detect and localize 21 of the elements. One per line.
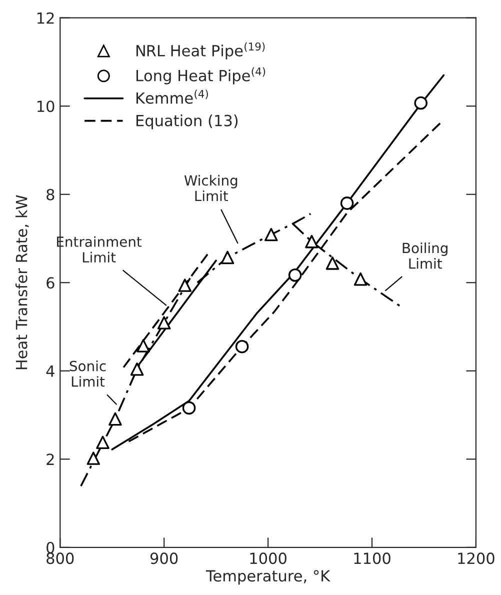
y-tick-label: 4 [46,366,54,377]
y-tick-label: 10 [37,100,54,112]
y-tick-label: 2 [46,454,54,465]
legend-label: Long Heat Pipe$^{(4)}$ [136,67,266,84]
x-tick-label: 800 [46,552,74,564]
x-tick-label: 1200 [458,552,494,564]
y-tick-label: 8 [46,188,54,200]
legend-label: Equation (13) [136,114,238,130]
x-tick-label: 1000 [250,552,286,564]
legend-label: Kemme$^{(4)}$ [136,90,208,104]
x-axis-title: Temperature, °K [206,570,330,585]
x-tick-label: 1100 [354,552,390,564]
y-tick-label: 12 [37,12,54,24]
y-axis-title: Heat Transfer Rate, kW [15,195,29,370]
annotation: Wicking Limit [184,174,238,201]
y-tick-label: 6 [46,277,54,289]
legend-label: NRL Heat Pipe$^{(19)}$ [136,42,265,60]
y-tick-label: 0 [46,542,54,554]
annotation: Boiling Limit [402,242,448,269]
x-tick-label: 900 [150,552,178,564]
annotation: Sonic Limit [70,360,106,387]
